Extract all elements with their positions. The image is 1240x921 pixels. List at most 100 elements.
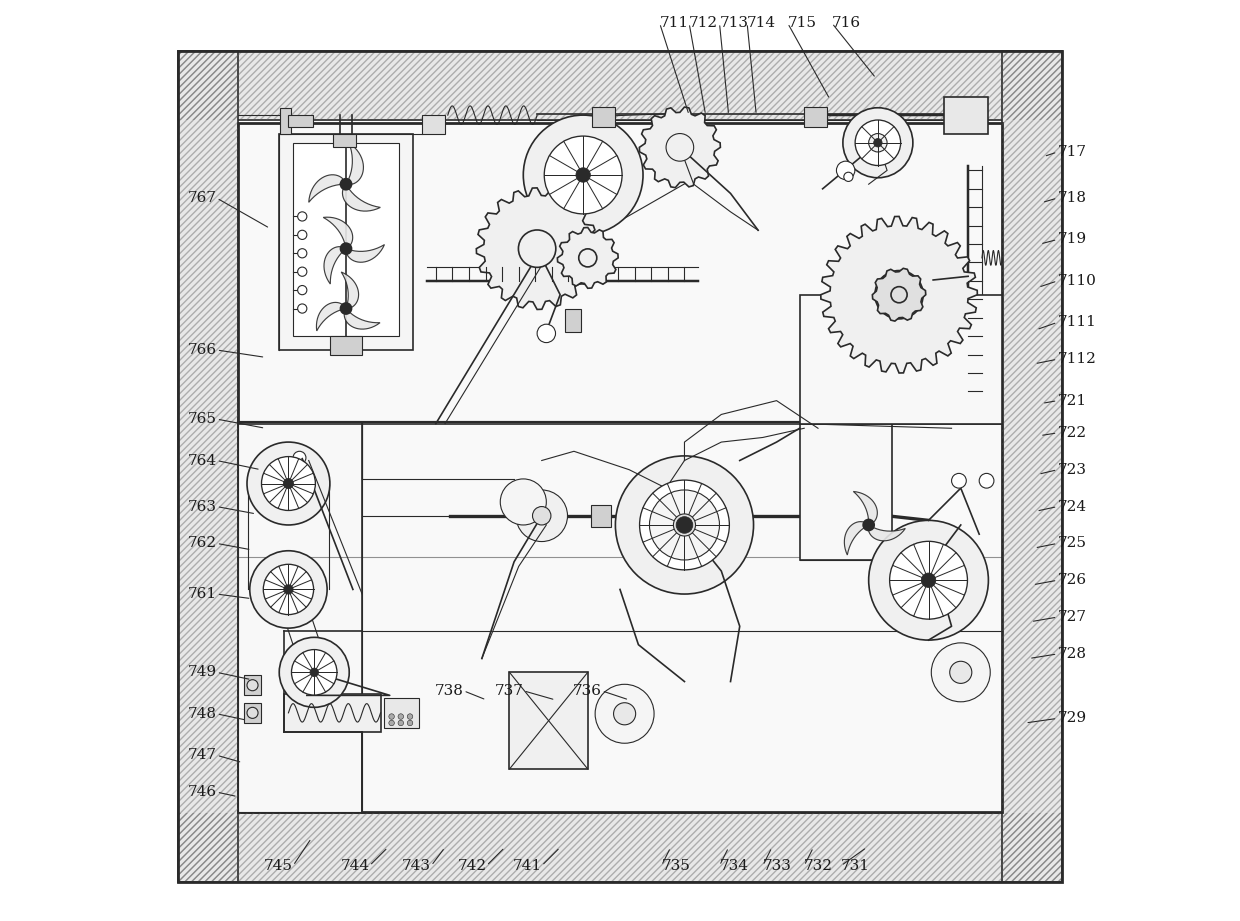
Circle shape: [263, 565, 314, 614]
Bar: [238, 123, 1002, 812]
Circle shape: [298, 286, 306, 295]
Circle shape: [537, 324, 556, 343]
Bar: [422, 115, 445, 134]
Text: 712: 712: [689, 16, 718, 30]
Bar: [590, 505, 611, 527]
Text: 721: 721: [1058, 393, 1086, 408]
Polygon shape: [640, 107, 720, 188]
Circle shape: [298, 212, 306, 221]
Bar: [564, 309, 582, 332]
Circle shape: [650, 490, 719, 560]
Text: 725: 725: [1058, 536, 1086, 551]
Bar: [800, 424, 892, 560]
Text: 761: 761: [187, 587, 217, 601]
Circle shape: [951, 473, 966, 488]
Text: 729: 729: [1058, 711, 1086, 726]
Text: 746: 746: [187, 785, 217, 799]
Text: 749: 749: [187, 665, 217, 680]
Bar: [177, 813, 1063, 882]
Circle shape: [856, 120, 900, 166]
Bar: [177, 51, 238, 882]
Polygon shape: [316, 302, 342, 331]
Circle shape: [398, 714, 403, 719]
Polygon shape: [348, 143, 363, 184]
Polygon shape: [342, 190, 381, 211]
Bar: [177, 51, 238, 882]
Bar: [332, 134, 356, 147]
Bar: [805, 107, 827, 127]
Text: 735: 735: [661, 858, 691, 873]
Text: 718: 718: [1058, 191, 1086, 205]
Bar: [177, 813, 1063, 882]
Text: 732: 732: [805, 858, 833, 873]
Polygon shape: [341, 272, 358, 308]
Polygon shape: [853, 492, 878, 522]
Circle shape: [247, 680, 258, 691]
Bar: [244, 675, 260, 695]
Polygon shape: [347, 245, 384, 262]
Text: 763: 763: [187, 499, 217, 514]
Bar: [280, 108, 291, 134]
Circle shape: [298, 249, 306, 258]
Text: 715: 715: [787, 16, 817, 30]
Circle shape: [843, 172, 853, 181]
Circle shape: [676, 517, 693, 533]
Bar: [384, 698, 419, 728]
Text: 742: 742: [458, 858, 486, 873]
Text: 762: 762: [187, 536, 217, 551]
Polygon shape: [345, 312, 379, 329]
Bar: [279, 134, 413, 350]
Circle shape: [407, 714, 413, 719]
Text: 728: 728: [1058, 647, 1086, 661]
Text: 748: 748: [187, 706, 217, 721]
Text: 745: 745: [264, 858, 293, 873]
Circle shape: [407, 720, 413, 726]
Polygon shape: [309, 175, 343, 203]
Text: 726: 726: [1058, 573, 1086, 588]
Text: 713: 713: [719, 16, 749, 30]
Text: 716: 716: [832, 16, 861, 30]
Text: 764: 764: [187, 453, 217, 468]
Circle shape: [398, 720, 403, 726]
Bar: [593, 107, 615, 127]
Circle shape: [889, 542, 967, 619]
Circle shape: [341, 243, 351, 254]
Text: 734: 734: [719, 858, 749, 873]
Bar: [284, 694, 381, 732]
Circle shape: [950, 661, 972, 683]
Text: 738: 738: [434, 683, 464, 698]
Polygon shape: [324, 217, 352, 245]
Text: 714: 714: [746, 16, 776, 30]
Circle shape: [247, 707, 258, 718]
Circle shape: [293, 451, 306, 464]
Circle shape: [284, 479, 294, 488]
Circle shape: [500, 479, 547, 525]
Text: 733: 733: [763, 858, 791, 873]
Circle shape: [298, 304, 306, 313]
Circle shape: [298, 230, 306, 239]
Circle shape: [532, 507, 551, 525]
Bar: [177, 51, 1063, 120]
Circle shape: [579, 249, 596, 267]
Text: 766: 766: [187, 343, 217, 357]
Circle shape: [863, 519, 874, 530]
Bar: [177, 51, 1063, 120]
Bar: [288, 115, 314, 127]
Circle shape: [666, 134, 693, 161]
Circle shape: [523, 115, 644, 235]
Circle shape: [874, 138, 882, 147]
Circle shape: [843, 108, 913, 178]
Circle shape: [614, 703, 636, 725]
Text: 737: 737: [495, 683, 523, 698]
Circle shape: [931, 643, 991, 702]
Circle shape: [980, 473, 994, 488]
Circle shape: [640, 480, 729, 570]
Circle shape: [516, 490, 568, 542]
Polygon shape: [476, 188, 598, 309]
Text: 7111: 7111: [1058, 315, 1096, 330]
Circle shape: [883, 278, 915, 311]
Text: 743: 743: [402, 858, 432, 873]
Circle shape: [869, 134, 887, 152]
Circle shape: [595, 684, 653, 743]
Polygon shape: [821, 216, 977, 373]
